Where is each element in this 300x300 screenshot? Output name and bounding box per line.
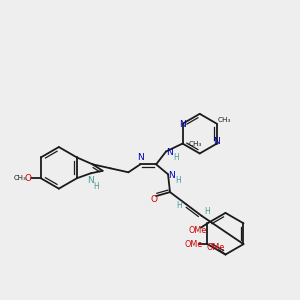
- Text: OMe: OMe: [206, 243, 224, 252]
- Text: H: H: [175, 176, 181, 185]
- Text: H: H: [176, 202, 182, 211]
- Text: N: N: [87, 176, 94, 185]
- Text: CH₃: CH₃: [14, 175, 26, 181]
- Text: OMe: OMe: [188, 226, 206, 235]
- Text: O: O: [151, 194, 158, 203]
- Text: H: H: [173, 153, 179, 162]
- Text: N: N: [179, 120, 186, 129]
- Text: OMe: OMe: [185, 240, 203, 249]
- Text: H: H: [204, 207, 209, 216]
- Text: H: H: [93, 182, 99, 191]
- Text: CH₃: CH₃: [189, 141, 202, 147]
- Text: CH₃: CH₃: [218, 117, 232, 123]
- Text: N: N: [137, 153, 144, 162]
- Text: O: O: [25, 174, 32, 183]
- Text: N: N: [214, 137, 220, 146]
- Text: N: N: [169, 171, 176, 180]
- Text: N: N: [167, 148, 173, 157]
